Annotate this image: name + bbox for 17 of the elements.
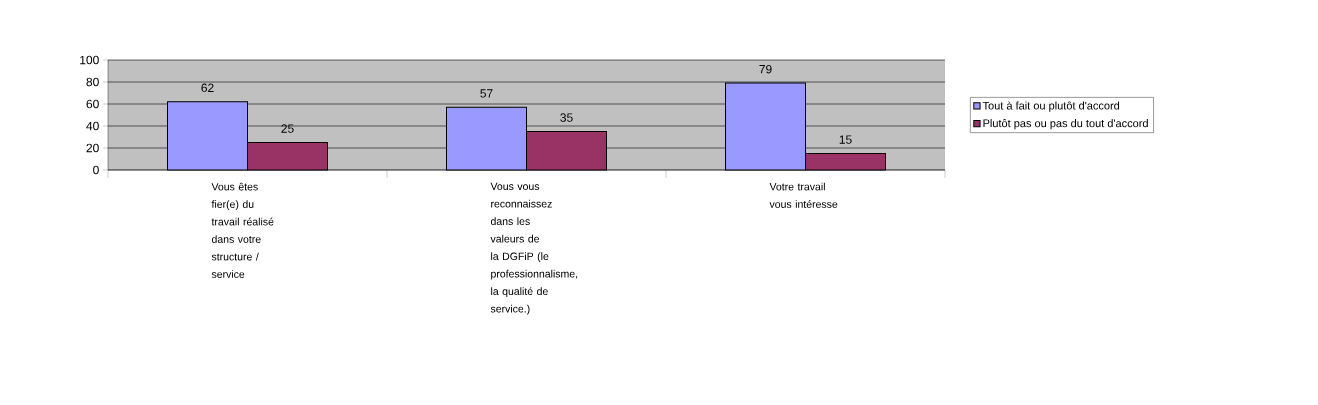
data-label: 35 — [560, 113, 573, 122]
x-tick-label: Votre travail vous intéresse — [769, 182, 838, 208]
legend-label: Plutôt pas ou pas du tout d'accord — [983, 119, 1148, 130]
data-label: 79 — [759, 64, 772, 74]
x-tick-label: Vous êtes fier(e) du travail réalisé dans votre structure / service — [211, 182, 274, 278]
data-label: 57 — [480, 89, 493, 98]
y-tick-label: 80 — [86, 77, 99, 87]
y-tick-label: 40 — [86, 121, 99, 131]
legend-label: Tout à fait ou plutôt d'accord — [982, 101, 1120, 112]
y-tick-label: 60 — [86, 99, 99, 109]
data-label: 25 — [281, 124, 294, 133]
x-tick-label: Vous vous reconnaissez dans les valeurs de la DGFiP (le professionnalisme, la qualité de service.) — [490, 182, 578, 315]
y-tick-label: 100 — [80, 55, 99, 65]
data-label: 15 — [839, 135, 852, 144]
y-tick-label: 20 — [86, 143, 99, 153]
data-label: 62 — [201, 83, 214, 93]
y-tick-label: 0 — [93, 165, 99, 175]
